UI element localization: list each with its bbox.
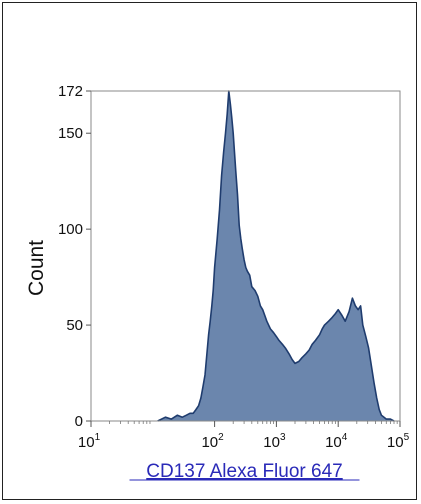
y-tick-label-3: 150 bbox=[58, 125, 83, 142]
y-tick-label-0: 0 bbox=[75, 413, 83, 430]
x-tick-label-3: 104 bbox=[325, 432, 348, 451]
x-axis-title[interactable]: CD137 Alexa Fluor 647 bbox=[146, 461, 342, 482]
y-tick-label-1: 50 bbox=[66, 317, 83, 334]
histogram-chart: 0 50 100 150 172 101 102 103 104 105 Count CD137 Al… bbox=[25, 83, 410, 482]
plot-box bbox=[90, 90, 401, 422]
chart-frame: 0 50 100 150 172 101 102 103 104 105 Count CD137 Al… bbox=[2, 2, 417, 500]
histogram-outline-0 bbox=[157, 90, 395, 422]
x-tick-label-4: 105 bbox=[387, 432, 410, 451]
y-tick-label-2: 100 bbox=[58, 221, 83, 238]
y-tick-label-4: 172 bbox=[58, 83, 83, 100]
y-axis-title: Count bbox=[25, 240, 48, 296]
x-tick-label-2: 103 bbox=[263, 432, 286, 451]
x-tick-label-1: 102 bbox=[201, 432, 224, 451]
x-tick-label-0: 101 bbox=[78, 432, 101, 451]
histogram-area-0 bbox=[157, 91, 394, 421]
